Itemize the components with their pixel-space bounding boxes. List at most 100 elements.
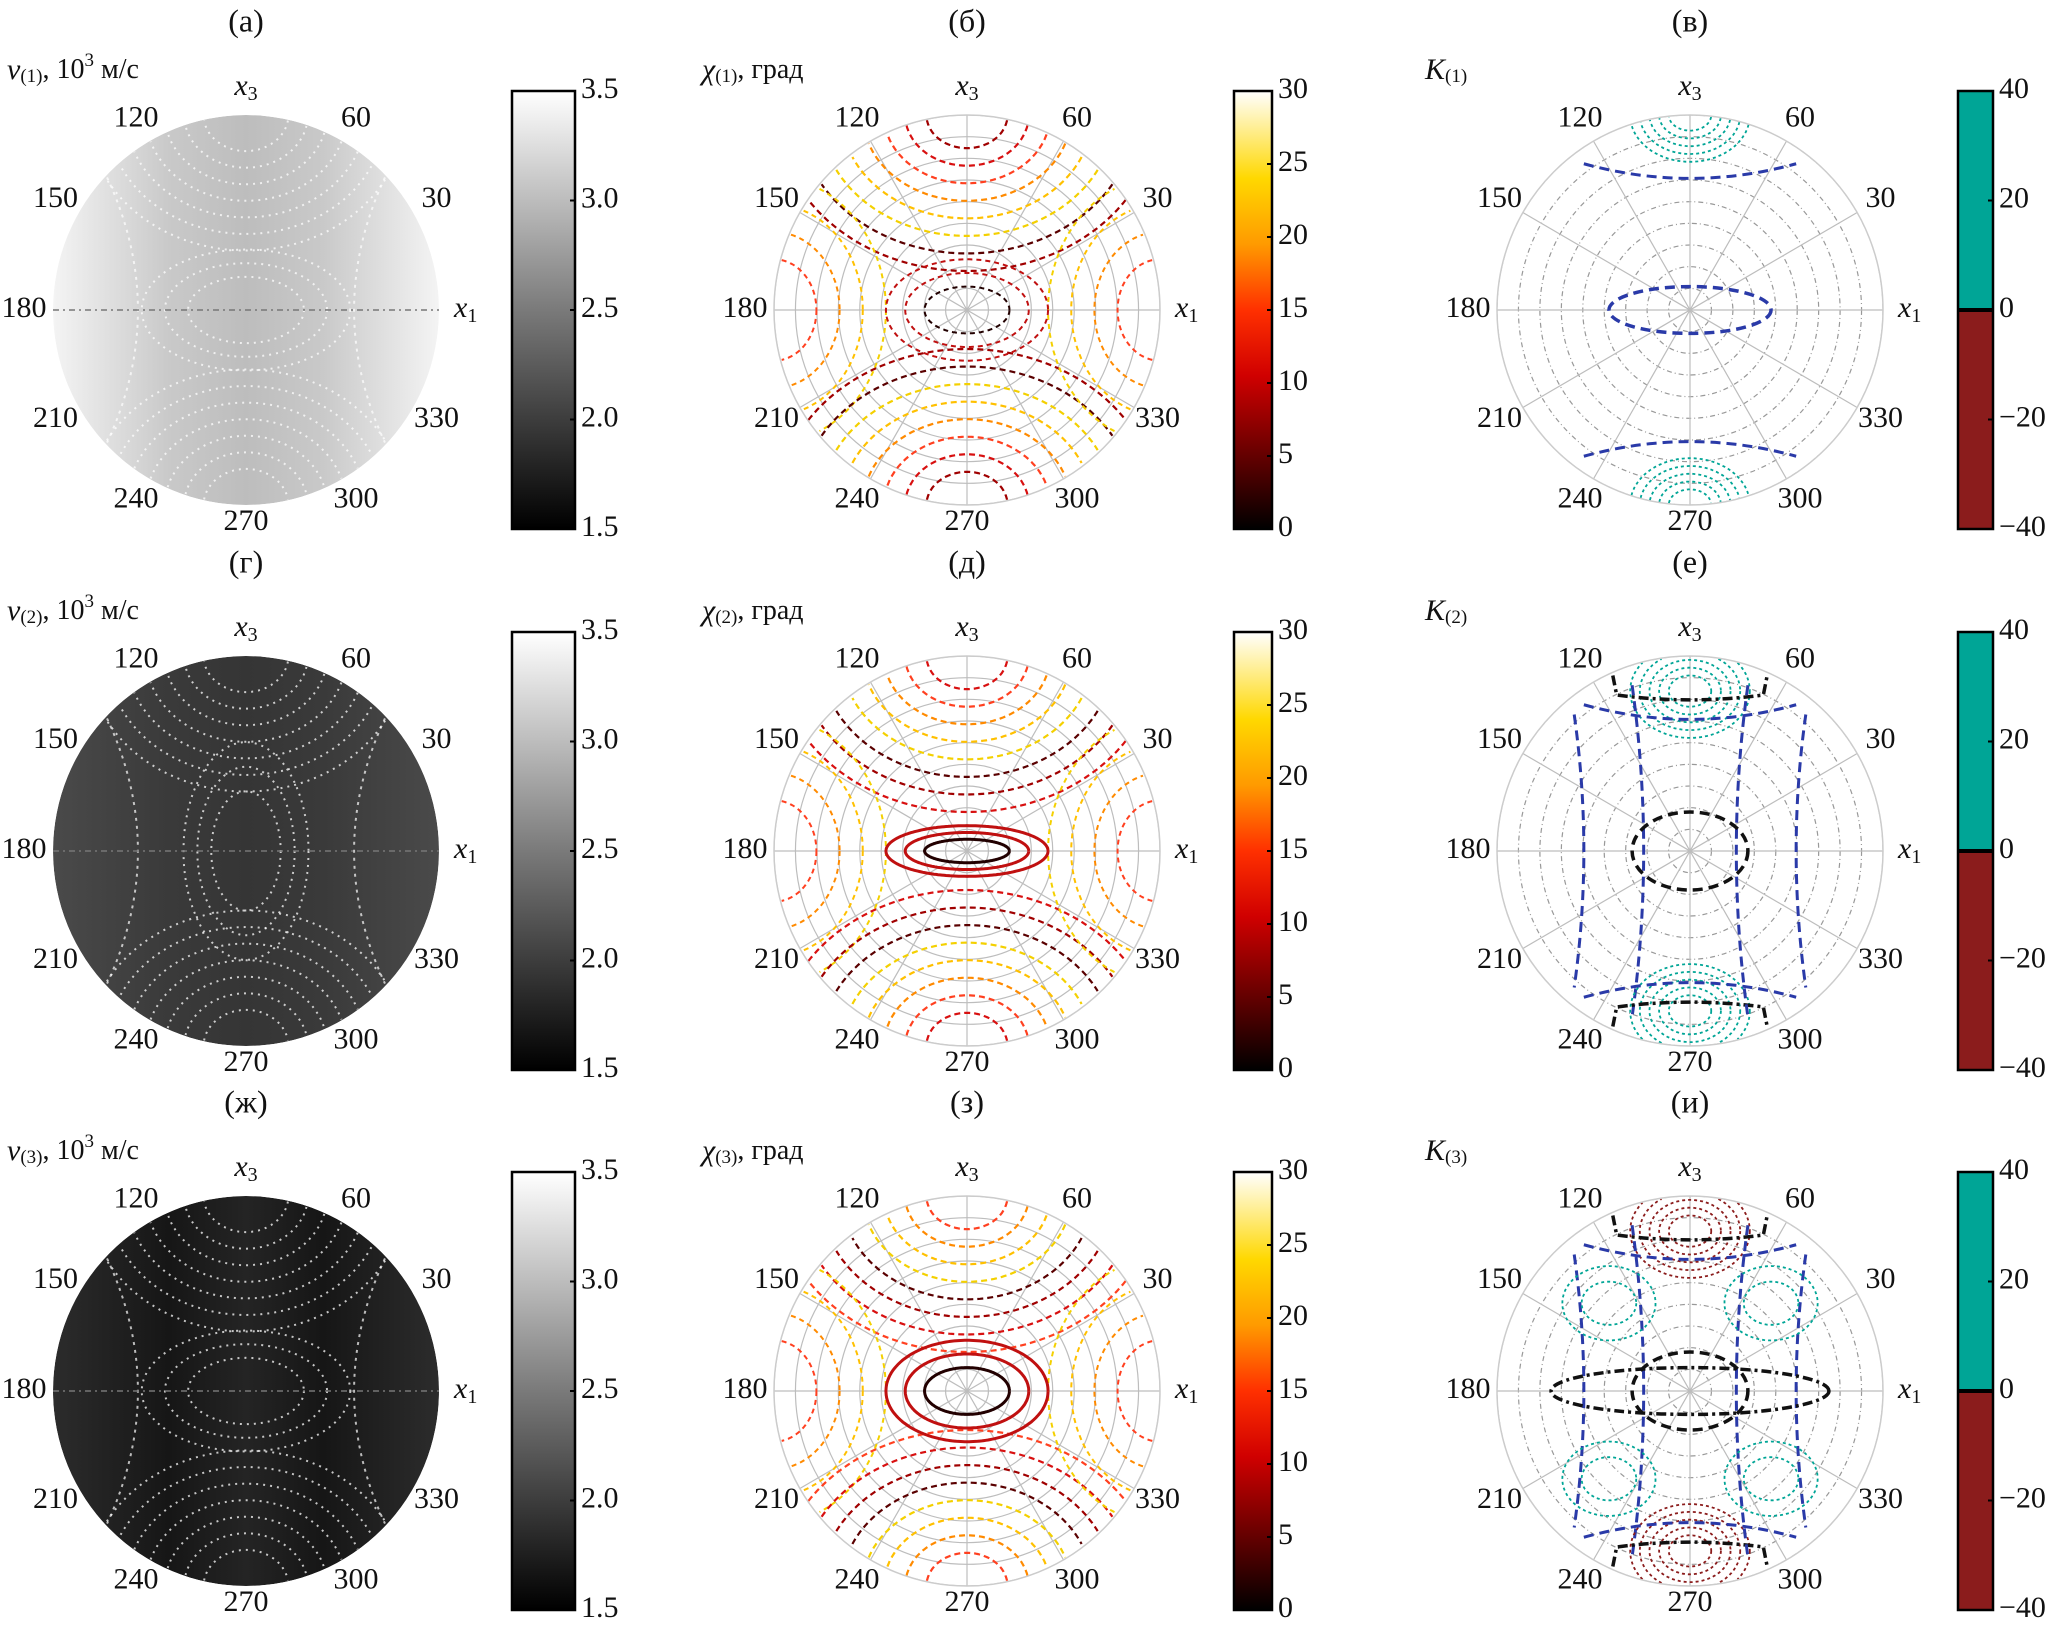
angle-label-240: 240 — [1558, 1562, 1603, 1595]
angle-label-30: 30 — [1866, 722, 1896, 755]
grid-radial — [1522, 752, 1858, 950]
angle-label-150: 150 — [754, 181, 799, 214]
axis-symbol: x — [954, 69, 969, 102]
colorbar-tick-label: 30 — [1278, 1153, 1308, 1186]
angle-label-180: 180 — [723, 1372, 768, 1405]
angle-label-150: 150 — [1477, 181, 1522, 214]
colorbar-tick-label: 1.5 — [581, 1591, 619, 1624]
contour-line — [166, 975, 326, 1029]
angle-label-120: 120 — [835, 641, 880, 674]
angle-label-240: 240 — [114, 1562, 159, 1595]
angle-label-210: 210 — [33, 401, 78, 434]
contour-line — [820, 365, 1114, 437]
contour-line — [1723, 1265, 1819, 1342]
axis-subscript: 1 — [1188, 305, 1198, 327]
black-contour — [1611, 1540, 1769, 1567]
colorbar-tick-label: 25 — [1278, 686, 1308, 719]
contour-line — [1667, 1534, 1713, 1568]
colorbar-gradient — [1234, 632, 1272, 1070]
contour-line — [1070, 750, 1131, 952]
axis-label-x3: x3 — [233, 1150, 257, 1186]
axis-label-x3: x3 — [1677, 610, 1701, 646]
colorbar-tick-label: 25 — [1278, 1226, 1308, 1259]
contour-line — [807, 1428, 1127, 1502]
colorbar-tick-label: −40 — [1999, 1591, 2046, 1624]
axis-subscript: 1 — [1911, 1386, 1921, 1408]
quantity-subscript: (1) — [715, 66, 737, 87]
angle-label-330: 330 — [1135, 401, 1180, 434]
quantity-subscript: (2) — [1445, 607, 1467, 628]
angle-label-60: 60 — [1785, 100, 1815, 133]
contour-line — [1667, 994, 1713, 1028]
contour-line — [1639, 465, 1741, 499]
zero-contour — [1794, 1254, 1808, 1528]
contour-line — [835, 710, 1099, 778]
angle-label-150: 150 — [754, 722, 799, 755]
colorbar-tick-label: 20 — [1999, 181, 2029, 214]
contour-line — [851, 156, 1083, 220]
zero-contour — [1630, 1225, 1646, 1557]
colorbar-tick-label: −40 — [1999, 510, 2046, 543]
contour-line — [807, 347, 1127, 421]
colorbar-tick-label: 10 — [1278, 1445, 1308, 1478]
quantity-unit: м/с — [94, 595, 139, 626]
colorbar-tick-label: 3.5 — [581, 72, 619, 105]
angle-label-300: 300 — [1778, 1022, 1823, 1055]
axis-label-x1: x1 — [453, 291, 477, 327]
contour-line — [187, 275, 305, 345]
angle-label-60: 60 — [1062, 100, 1092, 133]
quantity-label: K(1) — [1424, 53, 1467, 87]
quantity-subscript: (2) — [20, 607, 42, 628]
contour-line — [353, 176, 386, 444]
contour-line — [925, 470, 1009, 500]
plot-border — [773, 114, 1161, 506]
axis-subscript: 3 — [1692, 83, 1702, 105]
contour-line — [905, 1206, 1029, 1248]
contour-line — [1723, 1440, 1819, 1517]
colorbar-tick-label: 5 — [1278, 437, 1293, 470]
center-contour — [1607, 284, 1773, 336]
angle-label-330: 330 — [414, 401, 459, 434]
quantity-label: χ(3), град — [699, 1134, 804, 1168]
colorbar-tick-label: 0 — [1278, 1591, 1293, 1624]
colorbar: 30 25 20 15 10 5 0 — [1232, 613, 1308, 1084]
grid-radial — [799, 211, 1135, 409]
colorbar-tick-label: 40 — [1999, 72, 2029, 105]
axis-label-x3: x3 — [233, 69, 257, 105]
colorbar-tick-label: 3.5 — [581, 613, 619, 646]
angle-label-60: 60 — [1062, 1181, 1092, 1214]
zero-contour — [1572, 1254, 1586, 1528]
colorbar-tick-label: 2.0 — [581, 941, 619, 974]
contour-line — [1658, 666, 1722, 716]
black-contour — [1611, 1000, 1769, 1027]
contour-line — [886, 133, 1048, 185]
contour-line — [807, 888, 1127, 962]
contour-line — [867, 959, 1067, 1018]
contour-line — [1093, 233, 1144, 387]
quantity-symbol: K — [1424, 1134, 1447, 1167]
contour-line — [867, 1224, 1067, 1283]
colorbar-tick-label: 2.0 — [581, 1481, 619, 1514]
panel-7: (ж)v(3), 103 м/с306012015018021024027030… — [2, 1083, 619, 1624]
contour-line — [1093, 774, 1144, 928]
axis-subscript: 1 — [467, 1386, 477, 1408]
panel-title: (а) — [228, 2, 264, 38]
axis-label-x1: x1 — [1897, 1372, 1921, 1408]
axis-subscript: 3 — [969, 1164, 979, 1186]
contour-line — [1667, 1214, 1713, 1248]
contour-line — [867, 418, 1067, 477]
colorbar-tick-label: 0 — [1278, 510, 1293, 543]
angle-label-180: 180 — [1446, 291, 1491, 324]
contour-line — [163, 262, 329, 358]
angle-label-330: 330 — [1858, 1482, 1903, 1515]
contour-line — [203, 120, 289, 153]
contour-line — [1658, 480, 1722, 503]
contour-line — [1658, 986, 1722, 1036]
contour-line — [851, 1237, 1083, 1301]
contour-line — [807, 1280, 1127, 1354]
contour-line — [886, 1214, 1048, 1266]
polar-plot-area — [53, 656, 439, 1046]
angle-label-330: 330 — [1135, 1482, 1180, 1515]
colorbar-positive — [1958, 1172, 1993, 1391]
